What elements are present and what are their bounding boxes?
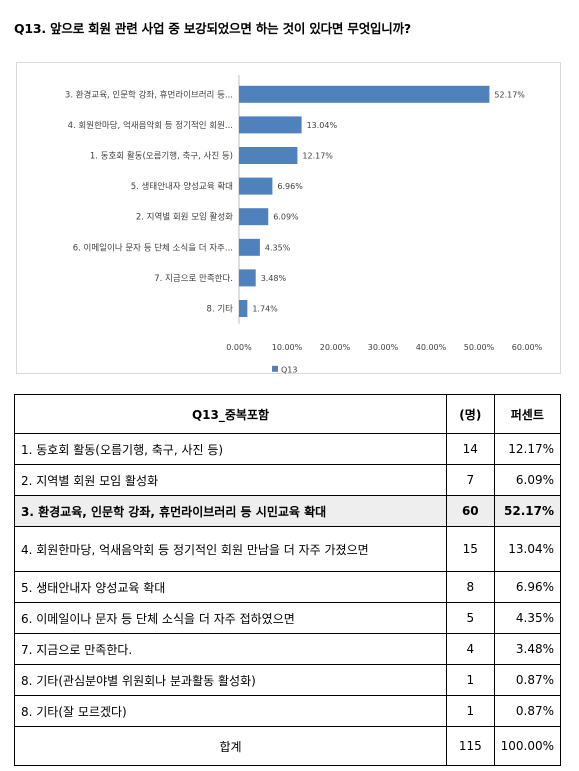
bar [239,147,298,164]
bar-value-label: 52.17% [494,90,525,99]
category-label: 2. 지역별 회원 모임 활성화 [136,212,233,223]
bar [239,85,490,103]
row-count: 60 [446,495,495,527]
row-label: 8. 기타(잘 모르겠다) [14,695,447,727]
bar [239,238,260,256]
total-percent: 100.00% [493,726,562,766]
row-percent: 4.35% [493,602,562,634]
bar-value-label: 13.04% [307,121,338,130]
row-label: 8. 기타(관심분야별 위원회나 분과활동 활성화) [14,664,447,696]
row-label: 3. 환경교육, 인문학 강좌, 휴먼라이브러리 등 시민교육 확대 [14,495,447,527]
total-count: 115 [446,726,495,766]
table-row: 8. 기타(잘 모르겠다) 1 0.87% [14,695,562,727]
row-label: 1. 동호회 활동(오름기행, 축구, 사진 등) [14,433,447,465]
category-label: 6. 이메일이나 문자 등 단체 소식을 더 자주... [73,242,233,253]
bar [239,177,273,195]
table-row: 4. 회원한마당, 억새음악회 등 정기적인 회원 만남을 더 자주 가졌으면 1… [14,526,562,572]
row-count: 15 [446,526,495,572]
x-tick-label: 50.00% [464,343,495,352]
bar-value-label: 12.17% [302,152,333,161]
row-percent: 12.17% [493,433,562,465]
x-tick-label: 40.00% [416,343,447,352]
category-label: 7. 지금으로 만족한다. [154,274,233,284]
row-percent: 6.09% [493,464,562,496]
table-row: 3. 환경교육, 인문학 강좌, 휴먼라이브러리 등 시민교육 확대 60 52.1… [14,495,562,527]
row-percent: 0.87% [493,664,562,696]
table-row: 7. 지금으로 만족한다. 4 3.48% [14,633,562,665]
row-count: 1 [446,695,495,727]
x-tick-label: 0.00% [226,343,252,352]
row-percent: 13.04% [493,526,562,572]
row-percent: 3.48% [493,633,562,665]
row-label: 4. 회원한마당, 억새음악회 등 정기적인 회원 만남을 더 자주 가졌으면 [14,526,447,572]
row-count: 4 [446,633,495,665]
header-item: Q13_중복포함 [14,394,447,434]
row-count: 1 [446,664,495,696]
table-header-row: Q13_중복포함 (명) 퍼센트 [14,394,562,434]
row-label: 6. 이메일이나 문자 등 단체 소식을 더 자주 접하였으면 [14,602,447,634]
bar-value-label: 3.48% [261,274,287,283]
row-percent: 0.87% [493,695,562,727]
bar-chart: 3. 환경교육, 인문학 강좌, 휴먼라이브러리 등... 52.17% 4. 회원… [65,75,543,374]
bar [239,300,248,317]
row-count: 5 [446,602,495,634]
bar-value-label: 6.09% [273,213,299,222]
row-label: 2. 지역별 회원 모임 활성화 [14,464,447,496]
row-label: 5. 생태안내자 양성교육 확대 [14,571,447,603]
table-row: 5. 생태안내자 양성교육 확대 8 6.96% [14,571,562,603]
category-label: 8. 기타 [207,305,234,315]
survey-question-title: Q13. 앞으로 회원 관련 사업 중 보강되었으면 하는 것이 있다면 무엇입… [14,21,411,36]
row-label: 7. 지금으로 만족한다. [14,633,447,665]
bar [239,208,269,226]
bar [239,116,302,134]
row-count: 14 [446,433,495,465]
header-percent: 퍼센트 [493,394,562,434]
legend-label: Q13 [281,365,297,374]
category-label: 4. 회원한마당, 억새음악회 등 정기적인 회원... [68,120,233,131]
bar-value-label: 1.74% [252,305,278,314]
response-table: Q13_중복포함 (명) 퍼센트 1. 동호회 활동(오름기행, 축구, 사진 … [14,394,562,766]
bar-chart-panel: 3. 환경교육, 인문학 강좌, 휴먼라이브러리 등... 52.17% 4. 회원… [16,62,561,374]
table-row: 2. 지역별 회원 모임 활성화 7 6.09% [14,464,562,496]
table-row: 8. 기타(관심분야별 위원회나 분과활동 활성화) 1 0.87% [14,664,562,696]
row-count: 7 [446,464,495,496]
row-count: 8 [446,571,495,603]
x-tick-label: 20.00% [320,343,351,352]
table-row: 6. 이메일이나 문자 등 단체 소식을 더 자주 접하였으면 5 4.35% [14,602,562,634]
header-count: (명) [446,394,495,434]
legend-swatch [272,365,278,372]
total-label: 합계 [14,726,447,766]
x-tick-label: 30.00% [368,343,399,352]
table-total-row: 합계 115 100.00% [14,726,562,766]
category-label: 5. 생태안내자 양성교육 확대 [131,181,233,192]
category-label: 1. 동호회 활동(오름기행, 축구, 사진 등) [90,151,233,162]
table-row: 1. 동호회 활동(오름기행, 축구, 사진 등) 14 12.17% [14,433,562,465]
row-percent: 52.17% [493,495,562,527]
bar-value-label: 6.96% [277,182,303,191]
row-percent: 6.96% [493,571,562,603]
category-label: 3. 환경교육, 인문학 강좌, 휴먼라이브러리 등... [65,89,233,100]
bar [239,269,256,287]
x-tick-label: 60.00% [512,343,543,352]
bar-value-label: 4.35% [265,243,291,252]
x-tick-label: 10.00% [272,343,303,352]
